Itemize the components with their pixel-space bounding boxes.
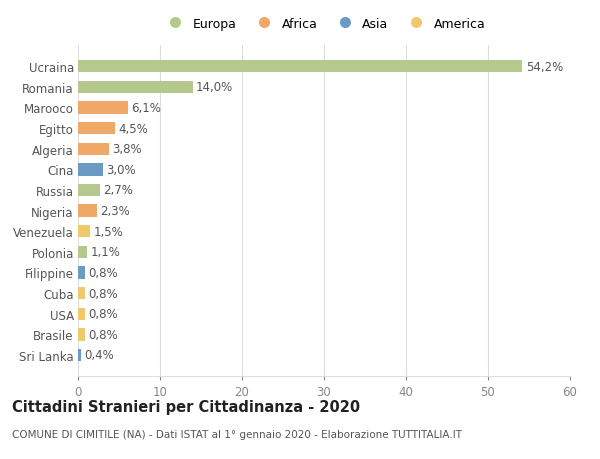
Bar bbox=[78, 143, 109, 156]
Text: 2,7%: 2,7% bbox=[103, 184, 133, 197]
Bar bbox=[78, 185, 100, 197]
Bar bbox=[78, 329, 85, 341]
Legend: Europa, Africa, Asia, America: Europa, Africa, Asia, America bbox=[160, 15, 488, 33]
Bar bbox=[78, 225, 90, 238]
Text: 14,0%: 14,0% bbox=[196, 81, 233, 94]
Text: 2,3%: 2,3% bbox=[100, 205, 130, 218]
Text: 3,8%: 3,8% bbox=[112, 143, 142, 156]
Bar bbox=[78, 349, 81, 361]
Bar bbox=[78, 61, 523, 73]
Bar bbox=[78, 267, 85, 279]
Text: 0,8%: 0,8% bbox=[88, 308, 118, 320]
Bar bbox=[78, 102, 128, 114]
Text: COMUNE DI CIMITILE (NA) - Dati ISTAT al 1° gennaio 2020 - Elaborazione TUTTITALI: COMUNE DI CIMITILE (NA) - Dati ISTAT al … bbox=[12, 429, 462, 439]
Text: Cittadini Stranieri per Cittadinanza - 2020: Cittadini Stranieri per Cittadinanza - 2… bbox=[12, 399, 360, 414]
Bar bbox=[78, 164, 103, 176]
Bar bbox=[78, 82, 193, 94]
Bar bbox=[78, 246, 87, 258]
Text: 54,2%: 54,2% bbox=[526, 61, 563, 73]
Bar bbox=[78, 205, 97, 217]
Text: 1,1%: 1,1% bbox=[90, 246, 120, 259]
Text: 6,1%: 6,1% bbox=[131, 102, 161, 115]
Text: 0,8%: 0,8% bbox=[88, 328, 118, 341]
Text: 0,8%: 0,8% bbox=[88, 287, 118, 300]
Text: 3,0%: 3,0% bbox=[106, 163, 136, 176]
Bar bbox=[78, 308, 85, 320]
Bar bbox=[78, 287, 85, 300]
Bar bbox=[78, 123, 115, 135]
Text: 0,8%: 0,8% bbox=[88, 266, 118, 280]
Text: 0,4%: 0,4% bbox=[85, 349, 115, 362]
Text: 4,5%: 4,5% bbox=[118, 123, 148, 135]
Text: 1,5%: 1,5% bbox=[94, 225, 124, 238]
